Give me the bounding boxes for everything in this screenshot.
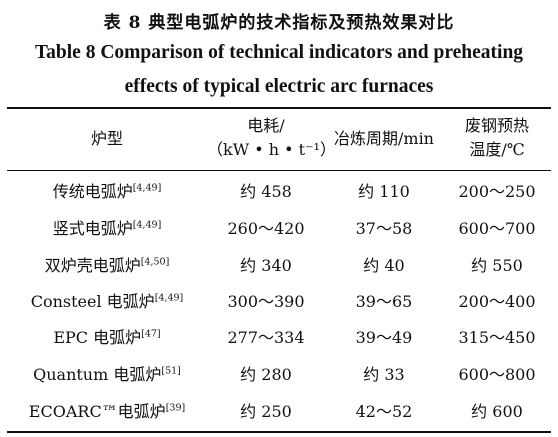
cell-cycle-text: 约 33 xyxy=(363,365,405,384)
cell-temperature: 约 600 xyxy=(443,398,551,422)
table-title-chinese: 表 8 典型电弧炉的技术指标及预热效果对比 xyxy=(103,13,455,33)
cell-cycle: 约 40 xyxy=(325,252,443,276)
cell-temperature: 600～700 xyxy=(443,215,551,239)
cell-furnace: 竖式电弧炉[4,49] xyxy=(7,215,207,239)
cell-furnace-text: EPC 电弧炉 xyxy=(53,328,142,347)
cell-temperature-text: 600～800 xyxy=(458,365,536,384)
cell-temperature: 315～450 xyxy=(443,324,551,348)
citation-ref: [4,50] xyxy=(140,256,170,268)
cell-temperature-text: 200～400 xyxy=(458,292,536,311)
cell-temperature-text: 315～450 xyxy=(458,328,536,347)
cell-furnace: Quantum 电弧炉[51] xyxy=(7,361,207,385)
cell-power: 260～420 xyxy=(207,215,325,239)
cell-furnace-text: Consteel 电弧炉 xyxy=(30,292,155,311)
table-bottom-rule xyxy=(7,431,551,433)
cell-temperature: 600～800 xyxy=(443,361,551,385)
cell-furnace: 传统电弧炉[4,49] xyxy=(7,178,207,202)
cell-furnace-text: Quantum 电弧炉 xyxy=(33,365,162,384)
cell-power: 约 280 xyxy=(207,361,325,385)
table-header-rule xyxy=(7,170,551,171)
header-temp-line2: 温度/℃ xyxy=(469,140,525,159)
cell-furnace: Consteel 电弧炉[4,49] xyxy=(7,288,207,312)
cell-power-text: 约 280 xyxy=(240,365,292,384)
cell-cycle-text: 约 40 xyxy=(363,256,405,275)
table-title-english-line1: Table 8 Comparison of technical indicato… xyxy=(34,42,524,63)
cell-power: 约 458 xyxy=(207,178,325,202)
cell-cycle: 约 110 xyxy=(325,178,443,202)
header-power-consumption: 电耗/ （kW • h • t⁻¹） xyxy=(207,114,336,162)
header-furnace-type: 炉型 xyxy=(90,129,123,148)
cell-temperature: 约 550 xyxy=(443,252,551,276)
header-temp-line1: 废钢预热 xyxy=(464,116,529,135)
cell-cycle: 39～65 xyxy=(325,288,443,312)
cell-cycle: 39～49 xyxy=(325,324,443,348)
cell-power-text: 约 340 xyxy=(240,256,292,275)
cell-cycle-text: 37～58 xyxy=(355,219,413,238)
cell-power-text: 300～390 xyxy=(227,292,305,311)
cell-temperature: 200～400 xyxy=(443,288,551,312)
cell-cycle: 42～52 xyxy=(325,398,443,422)
cell-power-text: 约 250 xyxy=(240,402,292,421)
cell-cycle-text: 约 110 xyxy=(358,182,410,201)
cell-furnace-text: 双炉壳电弧炉 xyxy=(44,256,141,275)
cell-temperature-text: 600～700 xyxy=(458,219,536,238)
cell-power: 约 250 xyxy=(207,398,325,422)
cell-temperature-text: 约 550 xyxy=(471,256,523,275)
citation-ref: [4,49] xyxy=(154,292,184,304)
header-preheat-temperature: 废钢预热 温度/℃ xyxy=(443,114,551,162)
cell-furnace: 双炉壳电弧炉[4,50] xyxy=(7,252,207,276)
cell-cycle-text: 39～65 xyxy=(355,292,413,311)
cell-cycle: 37～58 xyxy=(325,215,443,239)
cell-furnace-text: ECOARC™电弧炉 xyxy=(28,402,166,421)
cell-furnace: ECOARC™电弧炉[39] xyxy=(7,398,207,422)
citation-ref: [4,49] xyxy=(132,219,162,231)
cell-furnace-text: 竖式电弧炉 xyxy=(52,219,133,238)
cell-power-text: 260～420 xyxy=(227,219,305,238)
cell-power-text: 约 458 xyxy=(240,182,292,201)
cell-power: 277～334 xyxy=(207,324,325,348)
header-smelting-cycle: 冶炼周期/min xyxy=(334,129,434,148)
header-power-line1: 电耗/ xyxy=(247,116,285,135)
cell-power: 300～390 xyxy=(207,288,325,312)
cell-cycle-text: 39～49 xyxy=(355,328,413,347)
cell-temperature-text: 200～250 xyxy=(458,182,536,201)
cell-power-text: 277～334 xyxy=(227,328,305,347)
cell-furnace: EPC 电弧炉[47] xyxy=(7,324,207,348)
header-power-line2: （kW • h • t⁻¹） xyxy=(207,140,336,159)
table-top-rule xyxy=(7,107,551,109)
table-title-english-line2: effects of typical electric arc furnaces xyxy=(124,76,434,97)
cell-cycle-text: 42～52 xyxy=(355,402,413,421)
citation-ref: [51] xyxy=(161,365,181,377)
cell-cycle: 约 33 xyxy=(325,361,443,385)
citation-ref: [47] xyxy=(141,328,161,340)
cell-temperature: 200～250 xyxy=(443,178,551,202)
cell-temperature-text: 约 600 xyxy=(471,402,523,421)
citation-ref: [4,49] xyxy=(132,182,162,194)
cell-furnace-text: 传统电弧炉 xyxy=(52,182,133,201)
cell-power: 约 340 xyxy=(207,252,325,276)
citation-ref: [39] xyxy=(165,402,186,414)
